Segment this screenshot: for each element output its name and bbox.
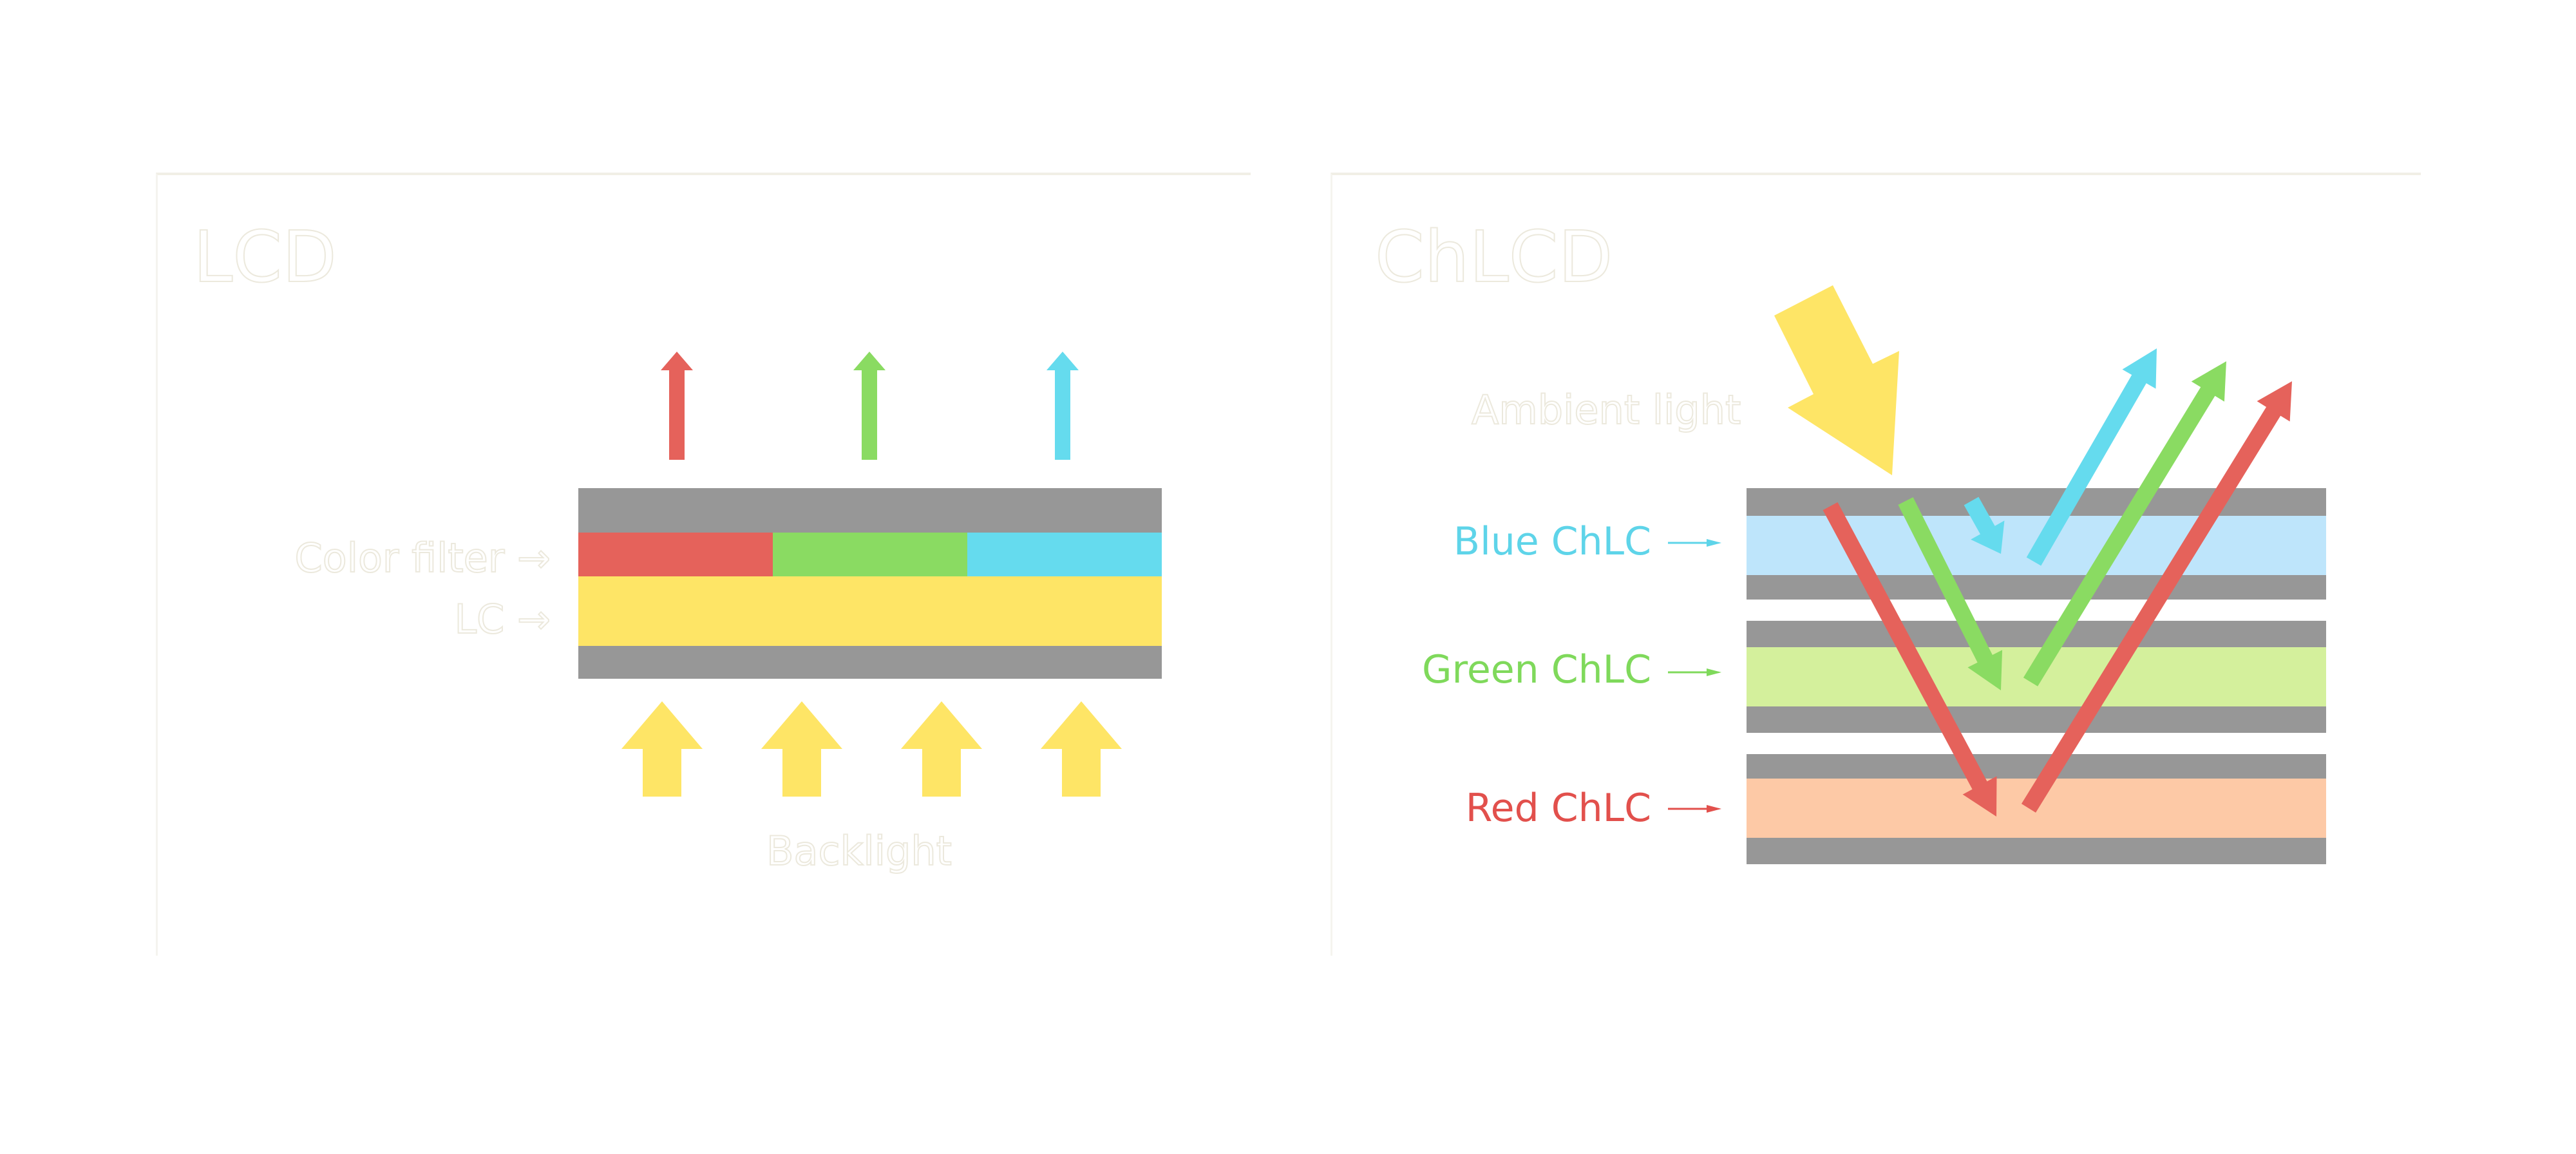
backlight-arrow-icon bbox=[761, 701, 842, 797]
red-top-glass bbox=[1747, 754, 2326, 779]
color-filter-label: Color filter → bbox=[294, 534, 551, 582]
green-bottom-glass bbox=[1747, 706, 2326, 733]
lc-label: LC → bbox=[453, 595, 551, 643]
cyan-output-arrow-icon bbox=[1046, 352, 1079, 460]
lcd-title: LCD bbox=[193, 215, 337, 299]
ambient-light-label: Ambient light bbox=[1471, 386, 1741, 434]
backlight-arrow-icon bbox=[901, 701, 982, 797]
lc-layer bbox=[578, 576, 1162, 646]
red-filter bbox=[578, 533, 773, 576]
green-chlc-label: Green ChLC bbox=[1421, 647, 1651, 692]
blue-chlc-label: Blue ChLC bbox=[1453, 519, 1651, 564]
red-pointer-arrow-icon bbox=[1668, 805, 1721, 813]
red-incident-ray-icon bbox=[1823, 502, 1997, 817]
blue-reflected-ray-icon bbox=[2026, 348, 2157, 566]
green-top-glass bbox=[1747, 621, 2326, 647]
blue-pointer-arrow-icon bbox=[1668, 539, 1721, 547]
blue-incident-ray-icon bbox=[1964, 497, 2005, 554]
red-output-arrow-icon bbox=[661, 352, 693, 460]
lcd-top-glass bbox=[578, 488, 1162, 533]
green-pointer-arrow-icon bbox=[1668, 668, 1721, 676]
red-reflected-ray-icon bbox=[2021, 381, 2292, 813]
lcd-bottom-glass bbox=[578, 646, 1162, 679]
color-filter-text: Color filter bbox=[294, 534, 506, 582]
backlight-arrow-icon bbox=[621, 701, 703, 797]
green-reflected-ray-icon bbox=[2023, 361, 2226, 686]
ambient-light-arrow-icon bbox=[1774, 285, 1899, 475]
lc-text: LC bbox=[453, 595, 505, 643]
green-filter bbox=[773, 533, 967, 576]
blue-bottom-glass bbox=[1747, 575, 2326, 600]
backlight-label: Backlight bbox=[766, 827, 952, 875]
green-output-arrow-icon bbox=[853, 352, 886, 460]
chlcd-title: ChLCD bbox=[1374, 215, 1613, 299]
green-incident-ray-icon bbox=[1898, 497, 2003, 690]
red-chlc-label: Red ChLC bbox=[1465, 786, 1651, 831]
red-bottom-glass bbox=[1747, 838, 2326, 864]
backlight-arrow-icon bbox=[1041, 701, 1122, 797]
blue-filter bbox=[967, 533, 1162, 576]
